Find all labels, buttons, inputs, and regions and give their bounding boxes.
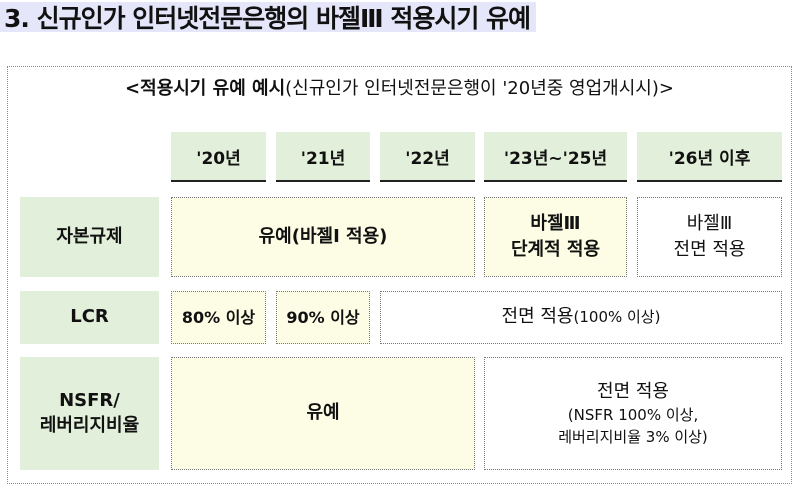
caption-note: (신규인가 인터넷전문은행이 '20년중 영업개시시)>	[285, 78, 674, 99]
capital-phased-cell: 바젤Ⅲ 단계적 적용	[484, 197, 627, 277]
capital-deferral-cell: 유예(바젤I 적용)	[171, 197, 475, 277]
table-caption: <적용시기 유예 예시 (신규인가 인터넷전문은행이 '20년중 영업개시시)>	[7, 72, 792, 102]
nsfr-full-l2: (NSFR 100% 이상,	[567, 405, 699, 424]
row-label-capital: 자본규제	[20, 197, 159, 277]
lcr-full-cell: 전면 적용 (100% 이상)	[380, 291, 782, 344]
nsfr-full-cell: 전면 적용 (NSFR 100% 이상, 레버리지비율 3% 이상)	[484, 357, 782, 470]
lcr-2020-cell: 80% 이상	[171, 291, 266, 344]
header-2026-after: '26년 이후	[637, 132, 782, 182]
row-label-lcr: LCR	[20, 291, 159, 344]
nsfr-label-l2: 레버리지비율	[39, 414, 140, 436]
nsfr-full-l1: 전면 적용	[597, 380, 669, 402]
capital-full-l2: 전면 적용	[673, 239, 746, 260]
nsfr-full-l3: 레버리지비율 3% 이상)	[558, 427, 708, 446]
header-2022: '22년	[380, 132, 475, 182]
nsfr-deferral-cell: 유예	[171, 357, 475, 470]
capital-phased-l1: 바젤Ⅲ	[530, 212, 581, 234]
caption-bold: <적용시기 유예 예시	[125, 78, 286, 99]
lcr-full-sub: (100% 이상)	[573, 307, 661, 326]
header-2023-2025: '23년~'25년	[484, 132, 627, 182]
capital-phased-l2: 단계적 적용	[510, 239, 601, 260]
row-label-nsfr: NSFR/레버리지비율	[20, 357, 159, 470]
capital-full-l1: 바젤Ⅲ	[686, 212, 733, 234]
page-title: 3. 신규인가 인터넷전문은행의 바젤Ⅲ 적용시기 유예	[0, 2, 537, 33]
lcr-2021-cell: 90% 이상	[276, 291, 370, 344]
header-2020: '20년	[171, 132, 266, 182]
capital-full-cell: 바젤Ⅲ 전면 적용	[637, 197, 782, 277]
lcr-full-main: 전면 적용	[501, 306, 574, 328]
table-frame	[7, 66, 792, 484]
header-2021: '21년	[276, 132, 370, 182]
nsfr-label-l1: NSFR/	[59, 390, 120, 412]
